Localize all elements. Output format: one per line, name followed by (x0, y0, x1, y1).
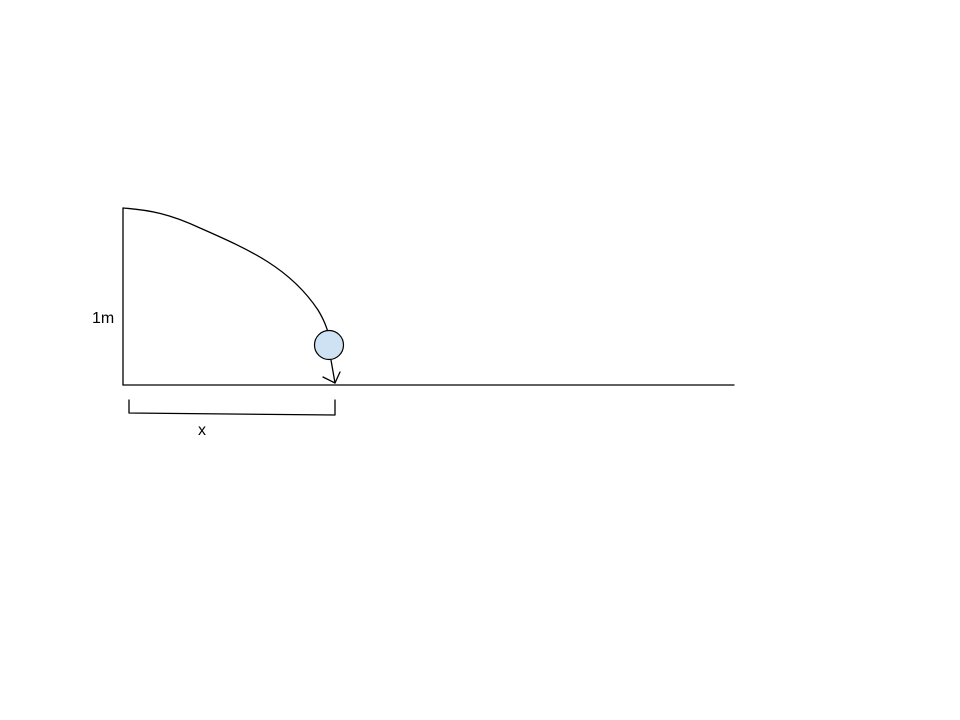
distance-label: x (198, 422, 206, 439)
ball (313, 329, 345, 361)
motion-arrow-head-icon (322, 371, 341, 384)
trajectory-curve (122, 207, 329, 333)
distance-bracket (128, 399, 336, 416)
motion-arrow-shaft (330, 359, 336, 384)
height-label: 1m (92, 310, 114, 327)
